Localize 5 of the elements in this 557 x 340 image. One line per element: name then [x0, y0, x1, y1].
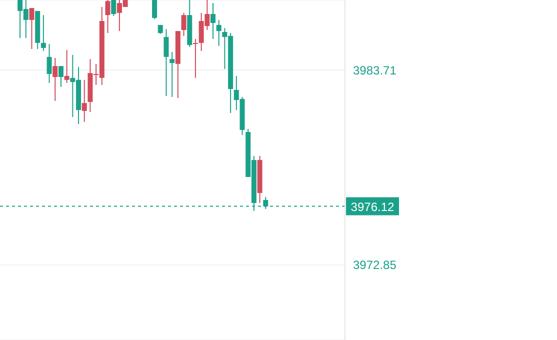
ref-line-label: 3976.12 — [350, 200, 395, 214]
candlestick — [170, 52, 175, 97]
y-tick-label: 3983.71 — [353, 63, 397, 78]
y-tick-label: 3972.85 — [353, 258, 397, 272]
candlestick — [192, 38, 198, 78]
